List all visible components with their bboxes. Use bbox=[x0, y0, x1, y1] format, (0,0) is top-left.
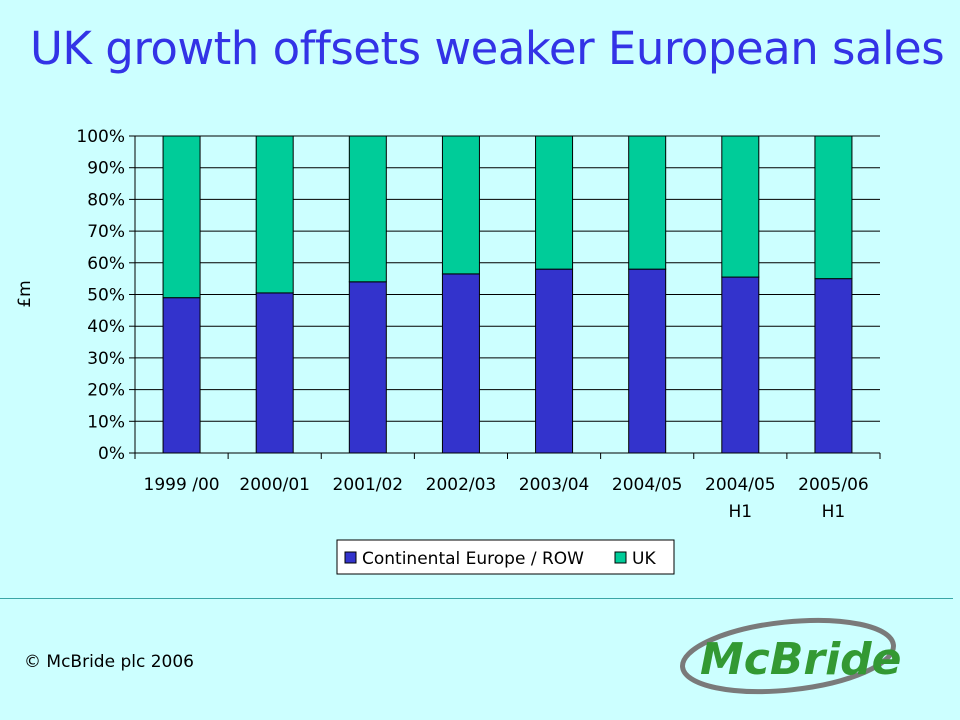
stacked-bar-chart: 0% 10% 20% 30% 40% 50% 60% 70% 80% 90% 100% 1999 /… bbox=[15, 127, 881, 575]
bar-continental-europe-row bbox=[255, 292, 294, 454]
bar-uk bbox=[441, 135, 480, 275]
y-tick-labels: 0% 10% 20% 30% 40% 50% 60% 70% 80% 90% 100% bbox=[76, 127, 125, 464]
slide-title: UK growth offsets weaker European sales bbox=[30, 22, 945, 75]
y-tick-label: 20% bbox=[87, 381, 125, 401]
y-tick-label: 0% bbox=[98, 444, 125, 464]
y-tick-label: 10% bbox=[87, 412, 125, 432]
legend-swatch bbox=[344, 551, 357, 564]
bar-continental-europe-row bbox=[628, 268, 667, 454]
y-tick-label: 50% bbox=[87, 286, 125, 306]
x-tick-label: H1 bbox=[822, 502, 846, 522]
x-tick-label: 2004/05 bbox=[612, 475, 683, 495]
x-tick-label: 2003/04 bbox=[519, 475, 590, 495]
x-tick-label: H1 bbox=[729, 502, 753, 522]
y-tick-label: 80% bbox=[87, 190, 125, 210]
x-tick-label: 1999 /00 bbox=[144, 475, 220, 495]
y-tick-label: 60% bbox=[87, 254, 125, 274]
bar-continental-europe-row bbox=[535, 268, 574, 454]
axes bbox=[129, 135, 881, 459]
copyright-text: © McBride plc 2006 bbox=[24, 652, 194, 672]
bar-uk bbox=[255, 135, 294, 294]
x-tick-label: 2002/03 bbox=[426, 475, 497, 495]
legend-entry: Continental Europe / ROW bbox=[362, 549, 584, 569]
bar-uk bbox=[348, 135, 387, 283]
x-tick-labels: 1999 /00 2000/01 2001/02 2002/03 2003/04 2004… bbox=[144, 475, 869, 522]
bar-uk bbox=[721, 135, 760, 278]
bar-continental-europe-row bbox=[162, 297, 201, 454]
y-tick-label: 100% bbox=[76, 127, 125, 147]
bars bbox=[162, 135, 853, 454]
bar-uk bbox=[535, 135, 574, 270]
bar-continental-europe-row bbox=[814, 278, 853, 454]
x-tick-label: 2001/02 bbox=[333, 475, 404, 495]
bar-uk bbox=[814, 135, 853, 280]
bar-uk bbox=[628, 135, 667, 270]
legend-box bbox=[336, 539, 675, 575]
y-tick-label: 40% bbox=[87, 317, 125, 337]
bar-continental-europe-row bbox=[721, 276, 760, 454]
y-tick-label: 70% bbox=[87, 222, 125, 242]
bar-continental-europe-row bbox=[348, 281, 387, 454]
y-axis-label: £m bbox=[15, 280, 35, 307]
y-tick-label: 30% bbox=[87, 349, 125, 369]
legend-swatch bbox=[614, 551, 627, 564]
y-tick-label: 90% bbox=[87, 159, 125, 179]
gridlines bbox=[135, 135, 880, 454]
legend-entry: UK bbox=[632, 549, 656, 569]
x-tick-label: 2005/06 bbox=[798, 475, 869, 495]
bar-continental-europe-row bbox=[441, 273, 480, 454]
legend: Continental Europe / ROW UK bbox=[336, 539, 675, 575]
mcbride-logo: McBride bbox=[680, 617, 902, 695]
x-tick-label: 2004/05 bbox=[705, 475, 776, 495]
logo-wordmark: McBride bbox=[700, 634, 902, 685]
bar-uk bbox=[162, 135, 201, 299]
x-tick-label: 2000/01 bbox=[239, 475, 310, 495]
footer-divider bbox=[0, 598, 953, 599]
